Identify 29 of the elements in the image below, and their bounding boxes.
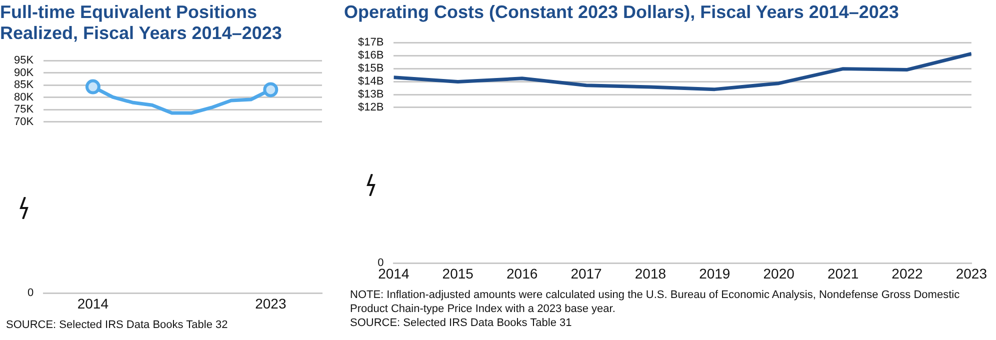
- x-tick-label: 2021: [827, 265, 859, 282]
- x-tick-label: 2023: [956, 265, 988, 282]
- x-tick-label: 2020: [763, 265, 795, 282]
- y-tick-label: $12B: [358, 102, 384, 114]
- x-tick-label: 2015: [442, 265, 474, 282]
- x-tick-label: 2018: [634, 265, 666, 282]
- y-tick-label: $15B: [358, 62, 384, 75]
- x-tick-label: 2023: [255, 295, 286, 312]
- y-tick-label: 75K: [14, 104, 34, 116]
- text: NOTE: Inflation-adjusted amounts were calculated using the U.S. Bureau of Economic Analysis, Nondefense Gross Domestic Product Chain-type Price Index with a 2023 base year.: [350, 288, 961, 316]
- x-tick-label: 2014: [77, 295, 109, 312]
- x-tick-label: 2019: [699, 265, 730, 282]
- y-tick-label: 80K: [14, 91, 34, 104]
- y-tick-label: $17B: [358, 36, 384, 49]
- x-tick-label: 2016: [506, 265, 538, 282]
- y-tick-label: $14B: [358, 76, 384, 88]
- y-tick-label: $13B: [358, 88, 384, 101]
- source-note: SOURCE: Selected IRS Data Books Table 32: [6, 318, 229, 332]
- chart-title: Full-time Equivalent Positions Realized, Fiscal Years 2014–2023: [0, 2, 283, 44]
- x-tick-label: 2022: [892, 265, 924, 282]
- y-tick-label: 95K: [14, 54, 34, 67]
- y-tick-label: 0: [27, 287, 34, 300]
- x-tick-label: 2017: [570, 265, 602, 282]
- chart-title: Operating Costs (Constant 2023 Dollars), Fiscal Years 2014–2023: [344, 2, 900, 23]
- y-tick-label: 85K: [14, 79, 34, 92]
- y-tick-label: $16B: [358, 50, 384, 62]
- y-tick-label: 90K: [14, 66, 34, 79]
- source-note: SOURCE: Selected IRS Data Books Table 31: [350, 316, 573, 330]
- y-tick-label: 70K: [14, 116, 34, 128]
